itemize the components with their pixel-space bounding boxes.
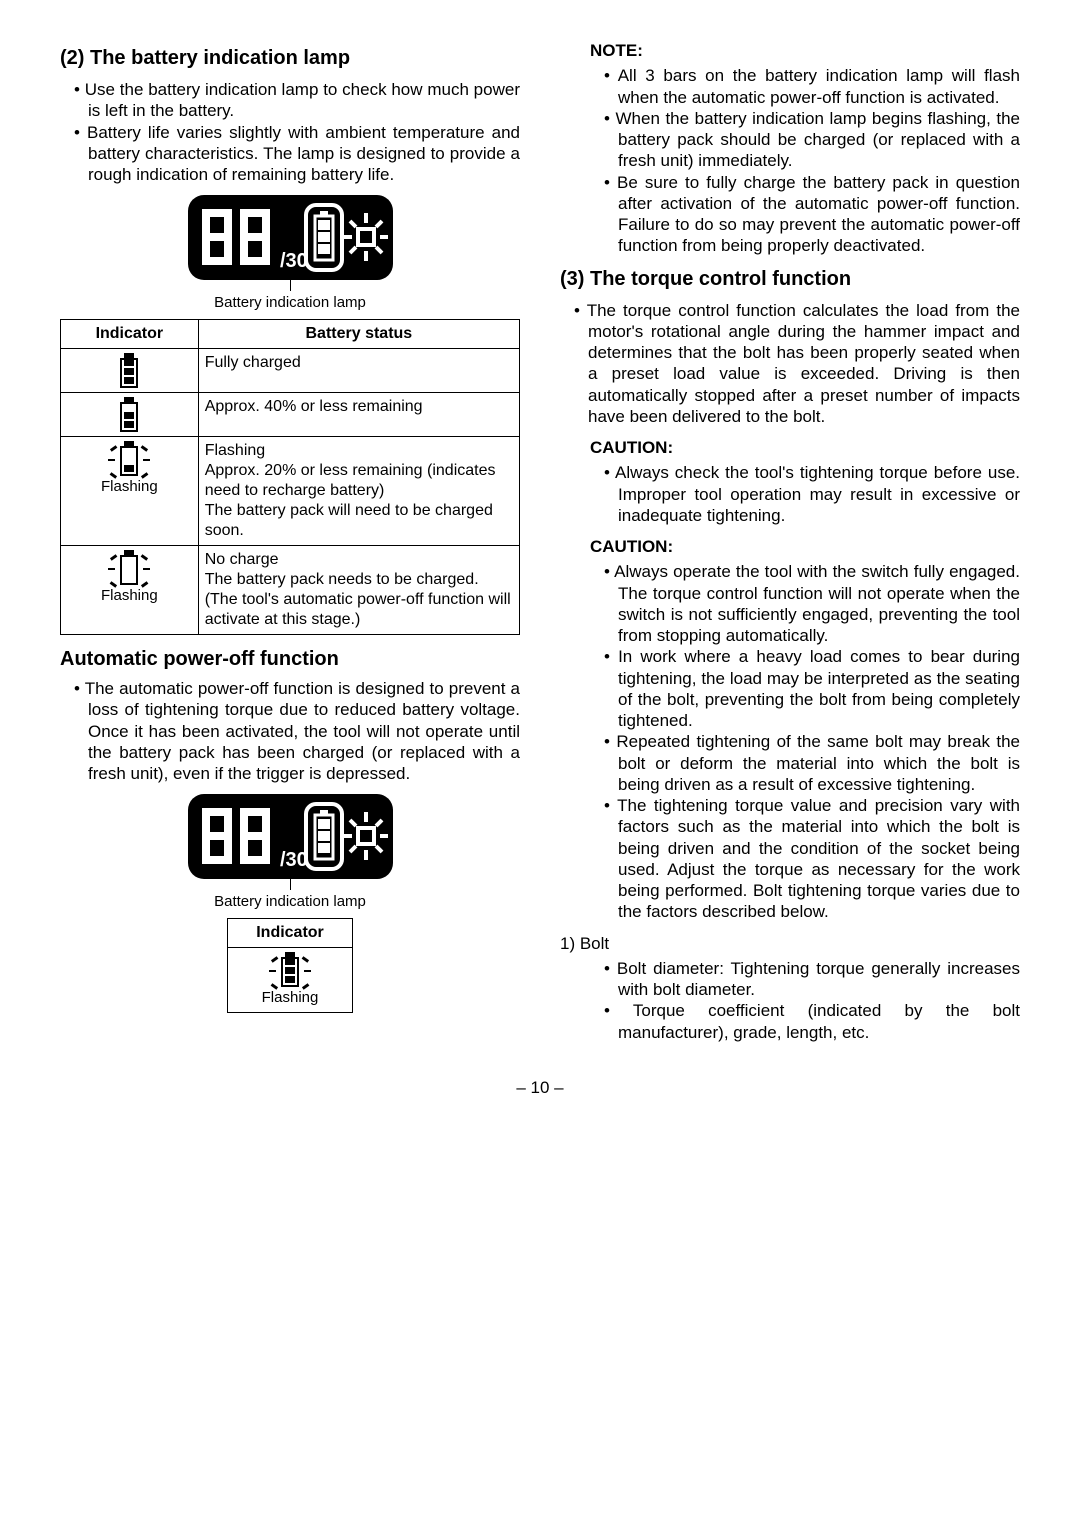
display-panel-icon: /30 <box>188 794 393 879</box>
panel-caption: Battery indication lamp <box>188 294 393 313</box>
page-number: – 10 – <box>60 1077 1020 1098</box>
note-label: NOTE: <box>560 40 1020 61</box>
caution1-list: Always check the tool's tightening torqu… <box>560 462 1020 526</box>
caution-item: Always operate the tool with the switch … <box>604 561 1020 646</box>
table-row: Fully charged <box>61 349 520 393</box>
auto-off-list: The automatic power-off function is desi… <box>60 678 520 784</box>
intro-item: Use the battery indication lamp to check… <box>74 79 520 122</box>
caution-label-1: CAUTION: <box>560 437 1020 458</box>
status-cell: No chargeThe battery pack needs to be ch… <box>198 546 519 635</box>
left-column: (2) The battery indication lamp Use the … <box>60 40 520 1053</box>
note-item: All 3 bars on the battery indication lam… <box>604 65 1020 108</box>
flash-label: Flashing <box>256 989 324 1008</box>
panel-figure: /30 <box>60 195 520 313</box>
battery-status-table: Indicator Battery status Fully charged <box>60 319 520 635</box>
torque-intro-item: The torque control function calculates t… <box>574 300 1020 428</box>
battery-flash-icon <box>120 441 138 476</box>
battery-flash-icon <box>281 952 299 987</box>
auto-off-heading: Automatic power-off function <box>60 647 520 672</box>
caution-item: The tightening torque value and precisio… <box>604 795 1020 923</box>
panel-figure-2: /30 <box>60 794 520 912</box>
numbered-list: 1) Bolt Bolt diameter: Tightening torque… <box>560 933 1020 1043</box>
intro-item: Battery life varies slightly with ambien… <box>74 122 520 186</box>
caution-item: Repeated tightening of the same bolt may… <box>604 731 1020 795</box>
caution-item: In work where a heavy load comes to bear… <box>604 646 1020 731</box>
status-cell: FlashingApprox. 20% or less remaining (i… <box>198 437 519 546</box>
svg-text:/30: /30 <box>280 250 308 272</box>
torque-intro-list: The torque control function calculates t… <box>560 300 1020 428</box>
panel-caption: Battery indication lamp <box>188 893 393 912</box>
flash-label: Flashing <box>67 587 192 606</box>
note-list: All 3 bars on the battery indication lam… <box>560 65 1020 256</box>
section-2-heading: (2) The battery indication lamp <box>60 46 520 71</box>
display-panel-icon: /30 <box>188 195 393 280</box>
battery-flash-icon <box>120 550 138 585</box>
num-item-1: 1) Bolt <box>560 933 1020 954</box>
table-row: Approx. 40% or less remaining <box>61 393 520 437</box>
auto-off-item: The automatic power-off function is desi… <box>74 678 520 784</box>
battery-icon <box>120 397 138 432</box>
bolt-item: Bolt diameter: Tightening torque general… <box>604 958 1020 1001</box>
battery-intro-list: Use the battery indication lamp to check… <box>60 79 520 185</box>
status-cell: Fully charged <box>198 349 519 393</box>
section-3-heading: (3) The torque control function <box>560 267 1020 292</box>
caution-label-2: CAUTION: <box>560 536 1020 557</box>
ind-only-header: Indicator <box>228 919 353 948</box>
flash-label: Flashing <box>67 478 192 497</box>
status-cell: Approx. 40% or less remaining <box>198 393 519 437</box>
table-row: Flashing FlashingApprox. 20% or less rem… <box>61 437 520 546</box>
svg-text:/30: /30 <box>280 849 308 871</box>
col-indicator: Indicator <box>61 320 199 349</box>
note-item: Be sure to fully charge the battery pack… <box>604 172 1020 257</box>
battery-icon <box>120 353 138 388</box>
right-column: NOTE: All 3 bars on the battery indicati… <box>560 40 1020 1053</box>
caution-item: Always check the tool's tightening torqu… <box>604 462 1020 526</box>
indicator-only-table: Indicator Flashing <box>227 918 353 1013</box>
note-item: When the battery indication lamp begins … <box>604 108 1020 172</box>
table-row: Flashing No chargeThe battery pack needs… <box>61 546 520 635</box>
col-status: Battery status <box>198 320 519 349</box>
caution2-list: Always operate the tool with the switch … <box>560 561 1020 922</box>
bolt-item: Torque coefficient (indicated by the bol… <box>604 1000 1020 1043</box>
bolt-sublist: Bolt diameter: Tightening torque general… <box>560 958 1020 1043</box>
